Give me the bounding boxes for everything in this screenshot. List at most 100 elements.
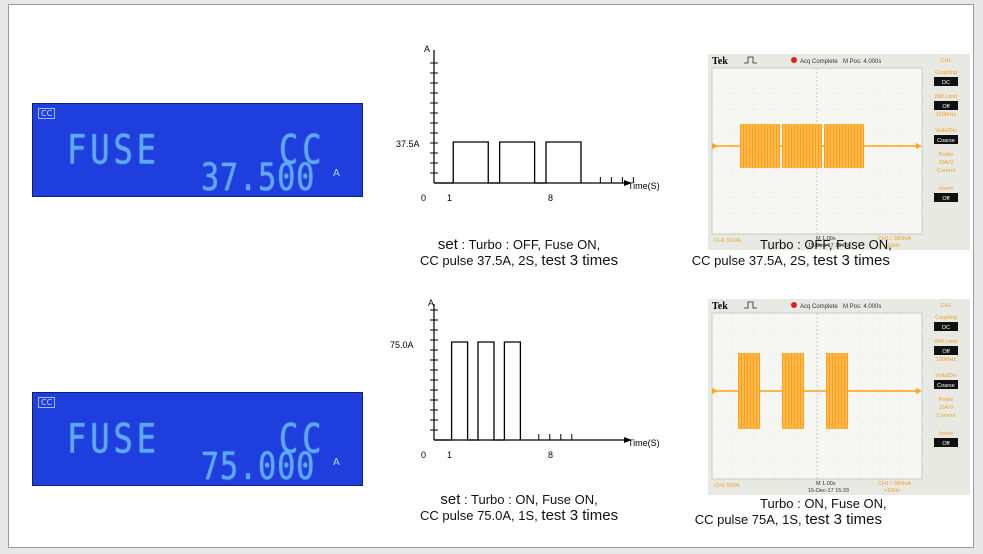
origin-label: 0: [421, 193, 426, 203]
channel-scale: CH1 500A: [714, 483, 740, 489]
menu-value-box: [934, 193, 958, 202]
menu-value-box: [934, 380, 958, 389]
y-axis-label: A: [424, 44, 430, 54]
scope-menu-item: Coarse: [937, 138, 955, 144]
x-axis-arrow: [624, 180, 632, 186]
acq-status-icon: [791, 57, 797, 63]
scope-menu-item: BW Limit: [935, 94, 957, 100]
lcd-value-text: 75.000: [201, 445, 316, 489]
lcd-display-1: CC FUSE CC 37.500 A: [32, 103, 363, 200]
menu-value-box: [934, 322, 958, 331]
scope-menu-item: Invert: [939, 186, 953, 192]
m-pos: M Pos: 4.000s: [843, 304, 881, 310]
scope-menu-item: Probe: [939, 397, 954, 403]
y-axis-label: A: [428, 298, 434, 308]
scope-caption-1: Turbo : OFF, Fuse ON, CC pulse 37.5A, 2S…: [690, 237, 892, 269]
caption-line-1: set : Turbo : OFF, Fuse ON,: [437, 236, 601, 253]
scope-menu-item: Off: [942, 441, 950, 447]
caption-text: CC pulse 37.5A, 2S,: [691, 253, 814, 268]
pulse-train: [434, 341, 573, 441]
tick-label-1: 1: [447, 450, 452, 460]
ground-marker: [712, 143, 718, 149]
menu-value-box: [934, 77, 958, 86]
scope-menu-item: Coarse: [937, 383, 955, 389]
scope-menu-item: Off: [942, 196, 950, 202]
scope-brand: Tek: [712, 301, 728, 312]
caption-emph: test 3 times: [805, 511, 882, 528]
scope-menu-item: DC: [942, 80, 950, 86]
scope-menu-item: Off: [942, 104, 950, 110]
level-label: 37.5A: [396, 139, 420, 149]
tick-label-8: 8: [548, 193, 553, 203]
lcd-mode-text: FUSE: [67, 126, 161, 174]
tick-label-1: 1: [447, 193, 452, 203]
pulse-train: [434, 141, 634, 184]
scope-menu-item: Coupling: [935, 315, 957, 321]
caption-text: : Turbo : OFF, Fuse ON,: [461, 237, 601, 252]
caption-line-1: set : Turbo : ON, Fuse ON,: [440, 491, 598, 508]
acq-status: Acq Complete: [800, 59, 838, 65]
caption-line-2: CC pulse 37.5A, 2S, test 3 times: [420, 253, 618, 269]
caption-line-2: CC pulse 75.0A, 1S, test 3 times: [420, 508, 618, 524]
caption-emph: test 3 times: [541, 252, 619, 269]
scope-menu-item: Coupling: [935, 70, 957, 76]
trace-arrow: [916, 388, 922, 394]
timebase: M 1.00s: [816, 481, 836, 487]
scope-menu-item: 100MHz: [936, 112, 957, 118]
caption-text: CC pulse 75.0A, 1S,: [420, 508, 542, 523]
lcd-display-2: CC FUSE CC 75.000 A: [32, 392, 363, 489]
lcd-mode-text: FUSE: [67, 415, 161, 463]
trace-arrow: [916, 143, 922, 149]
caption-emph: test 3 times: [813, 252, 890, 269]
oscilloscope-screen-2: Tek Acq Complete M Pos: 4.000s CH1 Coupling D…: [708, 299, 970, 495]
tick-label-8: 8: [548, 450, 553, 460]
scope-menu-item: CH1: [940, 58, 951, 64]
scope-menu-item: 100MHz: [936, 357, 957, 363]
scope-menu-item: Off: [942, 349, 950, 355]
scope-menu-item: DC: [942, 325, 950, 331]
channel-scale: CH1 50.0A: [714, 238, 741, 244]
caption-emph: test 3 times: [541, 507, 619, 524]
caption-line-2: CC pulse 37.5A, 2S, test 3 times: [690, 253, 892, 269]
acq-status-icon: [791, 302, 797, 308]
oscilloscope-screen-1: Tek Acq Complete M Pos: 4.000s CH1 Coupling D…: [708, 54, 970, 250]
caption-line-1: Turbo : OFF, Fuse ON,: [760, 237, 892, 252]
menu-value-box: [934, 135, 958, 144]
caption-text: CC pulse 75A, 1S,: [694, 512, 806, 527]
chart-axes: [430, 50, 632, 186]
caption-text: : Turbo : ON, Fuse ON,: [464, 492, 598, 507]
frequency: <10Hz: [884, 243, 900, 249]
menu-value-box: [934, 346, 958, 355]
frequency: <10Hz: [884, 488, 900, 494]
scope-menu-item: 10A/V: [939, 160, 954, 166]
menu-value-box: [934, 438, 958, 447]
pulse-chart-2: A 0 75.0A 1 8 Time(S): [390, 298, 660, 460]
scope-caption-2: Turbo : ON, Fuse ON, CC pulse 75A, 1S, t…: [690, 496, 887, 528]
menu-value-box: [934, 101, 958, 110]
lcd-mode-tag: CC: [38, 108, 56, 119]
scope-menu-item: BW Limit: [935, 339, 957, 345]
scope-menu-item: 10A/V: [939, 405, 954, 411]
set-caption-2: set : Turbo : ON, Fuse ON, CC pulse 75.0…: [420, 492, 618, 524]
trigger-info: CH1 / 380mA: [878, 481, 911, 487]
level-label: 75.0A: [390, 340, 414, 350]
scope-menu-item: Probe: [939, 152, 954, 158]
pulse-chart-1: A 0 37.5A 1 8 Time(S): [396, 44, 660, 203]
lcd-func-text: CC: [279, 126, 326, 174]
scope-menu-item: Current: [937, 413, 956, 419]
set-caption-1: set : Turbo : OFF, Fuse ON, CC pulse 37.…: [420, 237, 618, 269]
lcd-mode-tag: CC: [38, 397, 56, 408]
chart-axes: [430, 304, 632, 443]
acq-status: Acq Complete: [800, 304, 838, 310]
trigger-edge-icon: [744, 301, 757, 309]
ground-marker: [712, 388, 718, 394]
lcd-func-text: CC: [279, 415, 326, 463]
trigger-edge-icon: [744, 56, 757, 64]
caption-text: CC pulse 37.5A, 2S,: [420, 253, 542, 268]
caption-line-2: CC pulse 75A, 1S, test 3 times: [690, 512, 887, 528]
scope-menu-item: Current: [937, 168, 956, 174]
scope-menu-item: Volts/Div: [935, 373, 957, 379]
lcd-unit-text: A: [333, 457, 340, 468]
pulse-waveform: [434, 341, 522, 441]
caption-line-1: Turbo : ON, Fuse ON,: [760, 496, 887, 511]
